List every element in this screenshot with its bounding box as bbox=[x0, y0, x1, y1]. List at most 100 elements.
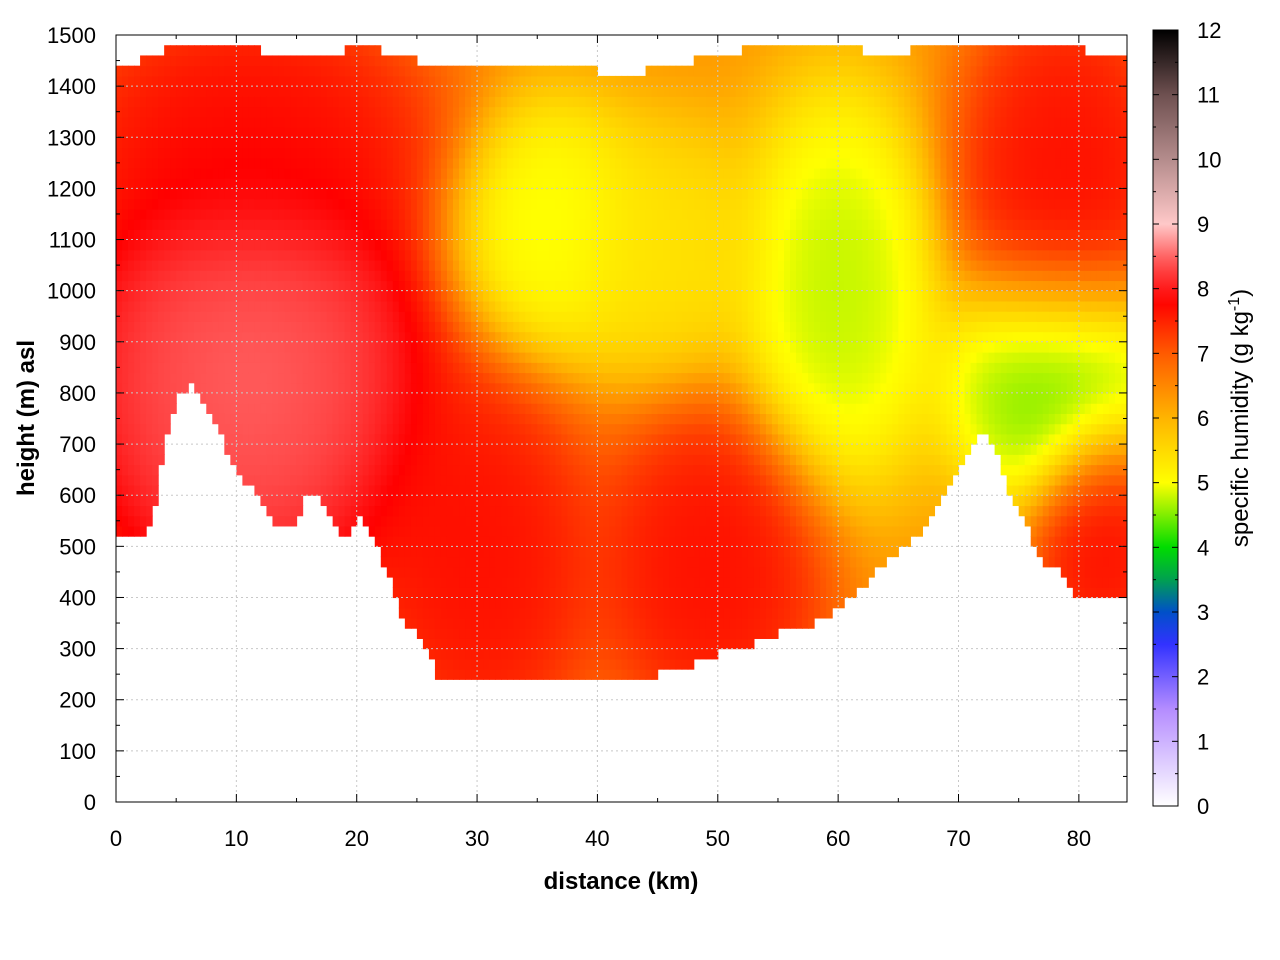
humidity-cell bbox=[428, 208, 436, 220]
humidity-cell bbox=[326, 219, 334, 230]
humidity-cell bbox=[465, 638, 472, 650]
humidity-cell bbox=[296, 464, 304, 476]
humidity-cell bbox=[404, 536, 412, 547]
humidity-cell bbox=[669, 321, 677, 333]
humidity-cell bbox=[182, 341, 189, 353]
humidity-cell bbox=[224, 188, 231, 200]
humidity-cell bbox=[410, 341, 418, 353]
humidity-cell bbox=[278, 127, 286, 138]
humidity-cell bbox=[326, 55, 334, 67]
humidity-cell bbox=[639, 321, 647, 333]
humidity-cell bbox=[573, 628, 580, 639]
humidity-cell bbox=[146, 423, 153, 435]
humidity-cell bbox=[639, 423, 647, 435]
humidity-cell bbox=[122, 444, 129, 455]
humidity-cell bbox=[200, 239, 207, 251]
humidity-cell bbox=[501, 597, 508, 609]
humidity-cell bbox=[675, 577, 683, 588]
humidity-cell bbox=[422, 300, 430, 312]
humidity-cell bbox=[549, 178, 556, 189]
humidity-cell bbox=[272, 229, 280, 241]
humidity-cell bbox=[477, 669, 484, 680]
humidity-cell bbox=[386, 515, 394, 527]
humidity-cell bbox=[489, 106, 496, 118]
humidity-cell bbox=[440, 321, 448, 333]
humidity-cell bbox=[513, 577, 520, 588]
humidity-cell bbox=[531, 341, 538, 353]
humidity-cell bbox=[134, 300, 141, 312]
humidity-cell bbox=[350, 147, 358, 159]
humidity-cell bbox=[567, 515, 574, 527]
humidity-cell bbox=[296, 321, 304, 333]
humidity-cell bbox=[158, 178, 165, 189]
humidity-cell bbox=[380, 311, 388, 322]
humidity-cell bbox=[242, 341, 249, 353]
humidity-cell bbox=[543, 515, 550, 527]
humidity-cell bbox=[134, 321, 141, 333]
humidity-cell bbox=[194, 219, 201, 230]
humidity-cell bbox=[687, 474, 695, 486]
humidity-cell bbox=[260, 372, 268, 384]
humidity-cell bbox=[266, 178, 274, 189]
humidity-cell bbox=[368, 270, 376, 282]
humidity-cell bbox=[507, 65, 514, 77]
humidity-cell bbox=[693, 392, 701, 404]
humidity-cell bbox=[416, 300, 424, 312]
humidity-cell bbox=[687, 423, 695, 435]
humidity-cell bbox=[326, 270, 334, 282]
humidity-cell bbox=[609, 239, 617, 251]
humidity-cell bbox=[134, 167, 141, 179]
humidity-cell bbox=[218, 116, 225, 128]
humidity-cell bbox=[501, 403, 508, 414]
humidity-cell bbox=[585, 403, 593, 414]
humidity-cell bbox=[633, 484, 641, 496]
humidity-cell bbox=[398, 392, 406, 404]
humidity-cell bbox=[182, 137, 189, 149]
humidity-cell bbox=[669, 219, 677, 230]
humidity-cell bbox=[296, 65, 304, 77]
humidity-cell bbox=[368, 249, 376, 261]
humidity-cell bbox=[332, 208, 340, 220]
humidity-cell bbox=[422, 239, 430, 251]
humidity-cell bbox=[428, 607, 436, 619]
humidity-cell bbox=[681, 658, 689, 670]
humidity-cell bbox=[158, 106, 165, 118]
humidity-cell bbox=[621, 167, 629, 179]
humidity-cell bbox=[633, 577, 641, 588]
humidity-cell bbox=[453, 556, 460, 568]
humidity-cell bbox=[374, 352, 382, 363]
humidity-cell bbox=[212, 259, 219, 271]
humidity-cell bbox=[386, 444, 394, 455]
humidity-cell bbox=[440, 444, 448, 455]
humidity-cell bbox=[314, 280, 322, 292]
humidity-cell bbox=[459, 106, 466, 118]
humidity-cell bbox=[555, 525, 562, 537]
humidity-cell bbox=[284, 341, 292, 353]
humidity-cell bbox=[483, 178, 490, 189]
humidity-cell bbox=[579, 259, 586, 271]
humidity-cell bbox=[152, 311, 159, 322]
humidity-cell bbox=[507, 525, 514, 537]
humidity-cell bbox=[224, 280, 231, 292]
humidity-cell bbox=[537, 638, 544, 650]
humidity-cell bbox=[446, 208, 454, 220]
humidity-cell bbox=[284, 147, 292, 159]
humidity-cell bbox=[531, 259, 538, 271]
humidity-cell bbox=[663, 474, 671, 486]
humidity-cell bbox=[254, 229, 262, 241]
humidity-cell bbox=[453, 178, 460, 189]
humidity-cell bbox=[434, 525, 442, 537]
humidity-cell bbox=[152, 86, 159, 97]
humidity-cell bbox=[242, 423, 249, 435]
humidity-cell bbox=[176, 321, 183, 333]
humidity-cell bbox=[627, 525, 635, 537]
humidity-cell bbox=[278, 219, 286, 230]
humidity-cell bbox=[579, 607, 586, 619]
humidity-cell bbox=[302, 464, 310, 476]
humidity-cell bbox=[200, 127, 207, 138]
humidity-cell bbox=[531, 127, 538, 138]
humidity-cell bbox=[681, 474, 689, 486]
humidity-cell bbox=[663, 536, 671, 547]
humidity-cell bbox=[651, 188, 659, 200]
humidity-cell bbox=[663, 65, 671, 77]
